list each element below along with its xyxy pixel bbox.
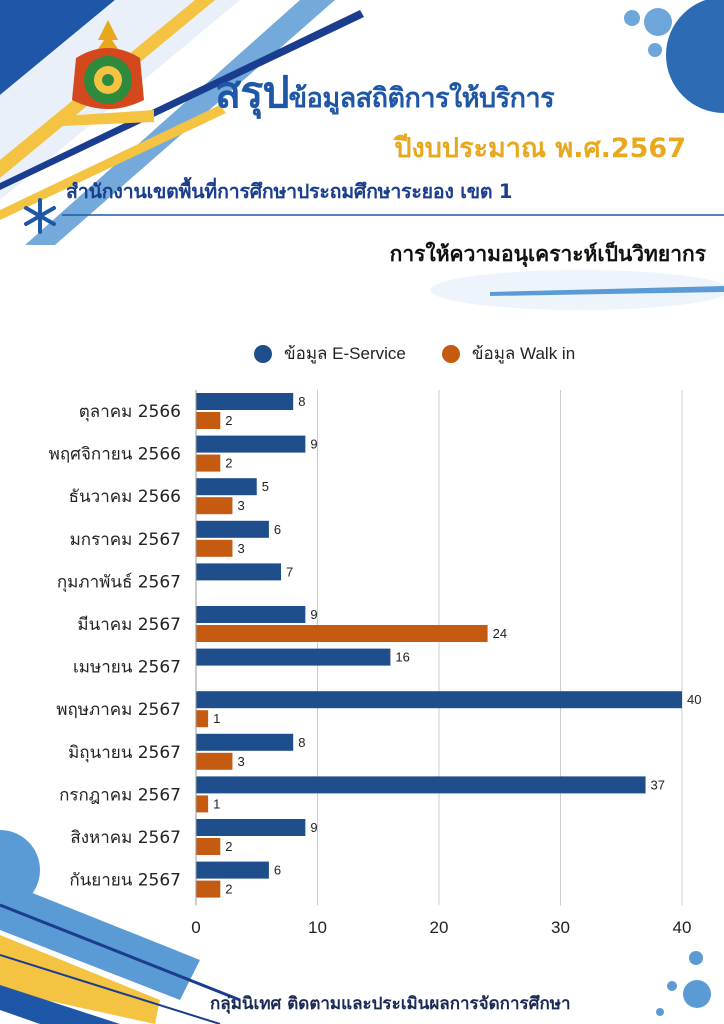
data-label: 16 bbox=[395, 650, 409, 665]
data-label: 37 bbox=[651, 777, 665, 792]
bar-walkin bbox=[196, 625, 488, 642]
category-label: ธันวาคม 2566 bbox=[69, 487, 181, 507]
bar-eservice bbox=[196, 563, 282, 581]
bar-walkin bbox=[196, 795, 209, 813]
category-label: พฤษภาคม 2567 bbox=[56, 700, 181, 720]
data-label: 9 bbox=[310, 607, 317, 622]
data-label: 6 bbox=[274, 863, 281, 878]
bar-eservice bbox=[196, 648, 391, 666]
category-label: มีนาคม 2567 bbox=[77, 615, 181, 635]
data-label: 7 bbox=[286, 564, 293, 579]
x-tick-label: 10 bbox=[308, 918, 327, 934]
category-label: ตุลาคม 2566 bbox=[79, 402, 181, 422]
bar-eservice bbox=[196, 776, 646, 794]
bar-eservice bbox=[196, 435, 306, 453]
category-label: กันยายน 2567 bbox=[69, 871, 181, 891]
title-highlight: สรุป bbox=[215, 68, 290, 118]
organization-logo bbox=[62, 20, 154, 126]
bar-eservice bbox=[196, 520, 269, 538]
category-label: มิถุนายน 2567 bbox=[68, 743, 181, 763]
data-label: 9 bbox=[310, 820, 317, 835]
snowflake-icon bbox=[24, 198, 56, 234]
bar-walkin bbox=[196, 412, 221, 429]
data-label: 6 bbox=[274, 522, 281, 537]
bar-walkin bbox=[196, 454, 221, 472]
bar-walkin bbox=[196, 710, 209, 728]
fiscal-year: ปีงบประมาณ พ.ศ.2567 bbox=[394, 133, 686, 164]
bar-walkin bbox=[196, 539, 233, 557]
data-label: 3 bbox=[237, 541, 244, 556]
data-label: 1 bbox=[213, 796, 220, 811]
category-label: มกราคม 2567 bbox=[70, 530, 181, 550]
category-label: กุมภาพันธ์ 2567 bbox=[57, 572, 181, 592]
data-label: 8 bbox=[298, 394, 305, 409]
legend-label-walkin: ข้อมูล Walk in bbox=[471, 344, 576, 363]
bar-eservice bbox=[196, 606, 306, 623]
legend-item-eservice: ข้อมูล E-Service bbox=[254, 340, 406, 367]
data-label: 2 bbox=[225, 413, 232, 428]
legend-swatch-walkin bbox=[441, 344, 460, 363]
x-tick-label: 20 bbox=[430, 918, 449, 934]
bar-walkin bbox=[196, 497, 233, 515]
bar-eservice bbox=[196, 478, 257, 496]
data-label: 40 bbox=[687, 692, 701, 707]
data-label: 24 bbox=[493, 626, 507, 641]
data-label: 5 bbox=[262, 479, 269, 494]
data-label: 2 bbox=[225, 882, 232, 897]
category-label: สิงหาคม 2567 bbox=[70, 828, 181, 848]
bar-chart: 0 10 20 30 40 ตุลาคม 2566 8 2 พฤศจิกายน 2566 9 2 ธั… bbox=[49, 390, 701, 934]
office-name: สำนักงานเขตพื้นที่การศึกษาประถมศึกษาระยอ… bbox=[66, 180, 513, 203]
category-label: กรกฎาคม 2567 bbox=[59, 785, 181, 805]
x-tick-label: 30 bbox=[551, 918, 570, 934]
bar-walkin bbox=[196, 752, 233, 770]
bar-eservice bbox=[196, 691, 682, 709]
bar-walkin bbox=[196, 838, 221, 855]
data-label: 2 bbox=[225, 839, 232, 854]
bar-walkin bbox=[196, 880, 221, 898]
category-label: เมษายน 2567 bbox=[73, 658, 181, 678]
chart-legend: ข้อมูล E-Service ข้อมูล Walk in bbox=[254, 340, 611, 367]
chart-subtitle: การให้ความอนุเคราะห์เป็นวิทยากร bbox=[389, 242, 706, 266]
footer-text: กลุ่มนิเทศ ติดตามและประเมินผลการจัดการศึ… bbox=[210, 994, 571, 1014]
main-title: สรุปข้อมูลสถิติการให้บริการ bbox=[215, 58, 555, 126]
data-label: 8 bbox=[298, 735, 305, 750]
legend-item-walkin: ข้อมูล Walk in bbox=[441, 340, 576, 367]
legend-label-eservice: ข้อมูล E-Service bbox=[284, 344, 406, 363]
data-label: 1 bbox=[213, 711, 220, 726]
data-label: 9 bbox=[310, 437, 317, 452]
bar-eservice bbox=[196, 733, 294, 751]
title-text: ข้อมูลสถิติการให้บริการ bbox=[288, 83, 555, 114]
category-label: พฤศจิกายน 2566 bbox=[49, 445, 181, 465]
data-label: 2 bbox=[225, 456, 232, 471]
legend-swatch-eservice bbox=[254, 344, 272, 363]
x-tick-label: 0 bbox=[191, 918, 200, 934]
bar-eservice bbox=[196, 393, 294, 410]
data-label: 3 bbox=[237, 754, 244, 769]
x-tick-label: 40 bbox=[673, 918, 692, 934]
bar-eservice bbox=[196, 861, 269, 879]
data-label: 3 bbox=[237, 498, 244, 513]
bar-eservice bbox=[196, 819, 306, 836]
